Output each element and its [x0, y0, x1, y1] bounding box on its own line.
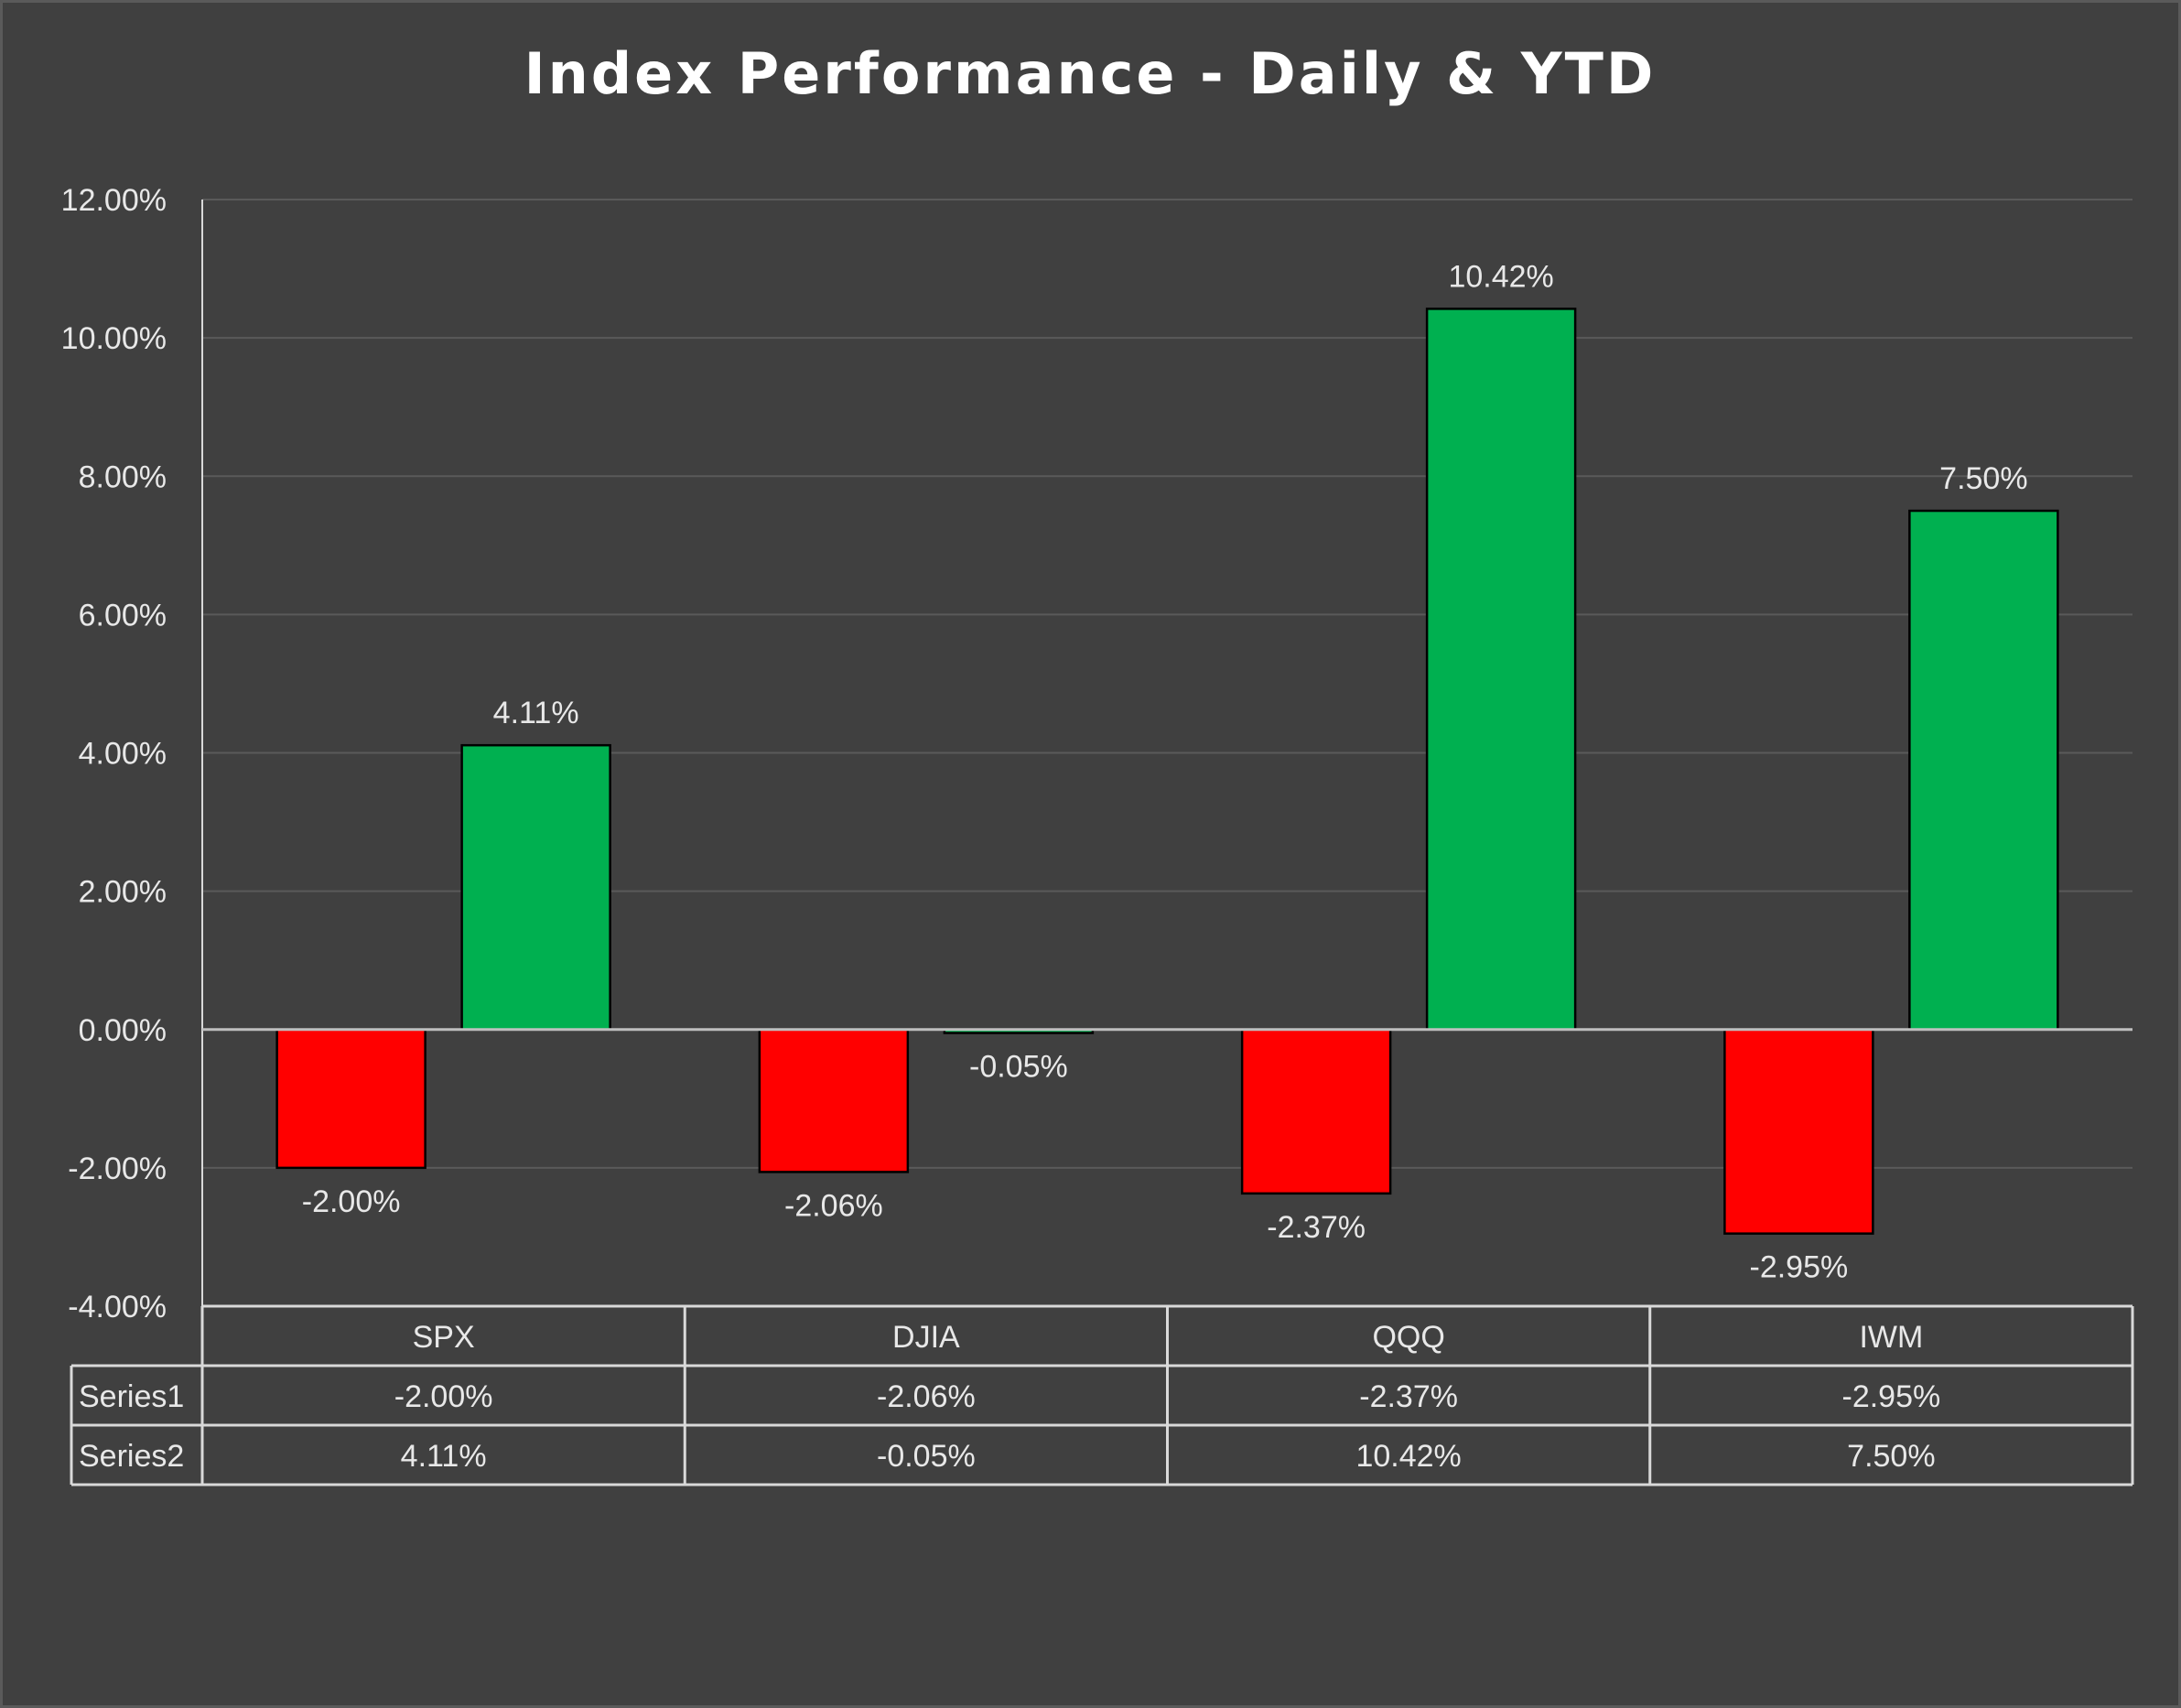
y-tick-label: 0.00% [79, 1013, 167, 1048]
table-cell: -0.05% [877, 1439, 976, 1474]
table-cell: 10.42% [1355, 1439, 1461, 1474]
bar-djia-series1 [758, 1028, 910, 1173]
data-label: -2.37% [1267, 1210, 1366, 1245]
bar-spx-series2 [460, 743, 611, 1031]
y-tick-label: 4.00% [79, 737, 167, 772]
table-header-cell: QQQ [1372, 1320, 1444, 1355]
table-cell: -2.37% [1359, 1379, 1458, 1414]
y-tick-label: 12.00% [61, 183, 167, 218]
table-cell: 4.11% [401, 1439, 487, 1474]
table-cell: -2.95% [1842, 1379, 1941, 1414]
y-tick-label: 8.00% [79, 459, 167, 494]
data-label: 10.42% [1448, 259, 1553, 294]
y-tick-label: -4.00% [68, 1290, 167, 1324]
bar-spx-series1 [275, 1028, 426, 1170]
y-tick-label: 6.00% [79, 598, 167, 632]
y-tick-label: 2.00% [79, 875, 167, 910]
bar-iwm-series2 [1908, 509, 2059, 1031]
y-tick-label: 10.00% [61, 321, 167, 356]
data-label: -0.05% [969, 1050, 1068, 1085]
bar-qqq-series2 [1425, 308, 1577, 1032]
table-cell: 7.50% [1847, 1439, 1935, 1474]
table-header-cell: SPX [413, 1320, 475, 1355]
y-tick-label: -2.00% [68, 1151, 167, 1186]
table-cell: -2.00% [394, 1379, 493, 1414]
data-label: 4.11% [493, 696, 579, 730]
table-series-name: Series1 [79, 1379, 184, 1414]
data-label: -2.00% [302, 1184, 401, 1219]
data-label: 7.50% [1939, 461, 2027, 496]
data-label: -2.06% [784, 1188, 883, 1223]
data-label: -2.95% [1750, 1250, 1849, 1285]
table-series-name: Series2 [79, 1439, 184, 1474]
chart-title: Index Performance - Daily & YTD [524, 40, 1657, 107]
bar-iwm-series1 [1723, 1028, 1874, 1235]
bar-qqq-series1 [1240, 1028, 1392, 1195]
table-header-cell: DJIA [892, 1320, 960, 1355]
table-cell: -2.06% [877, 1379, 976, 1414]
table-header-cell: IWM [1859, 1320, 1923, 1355]
